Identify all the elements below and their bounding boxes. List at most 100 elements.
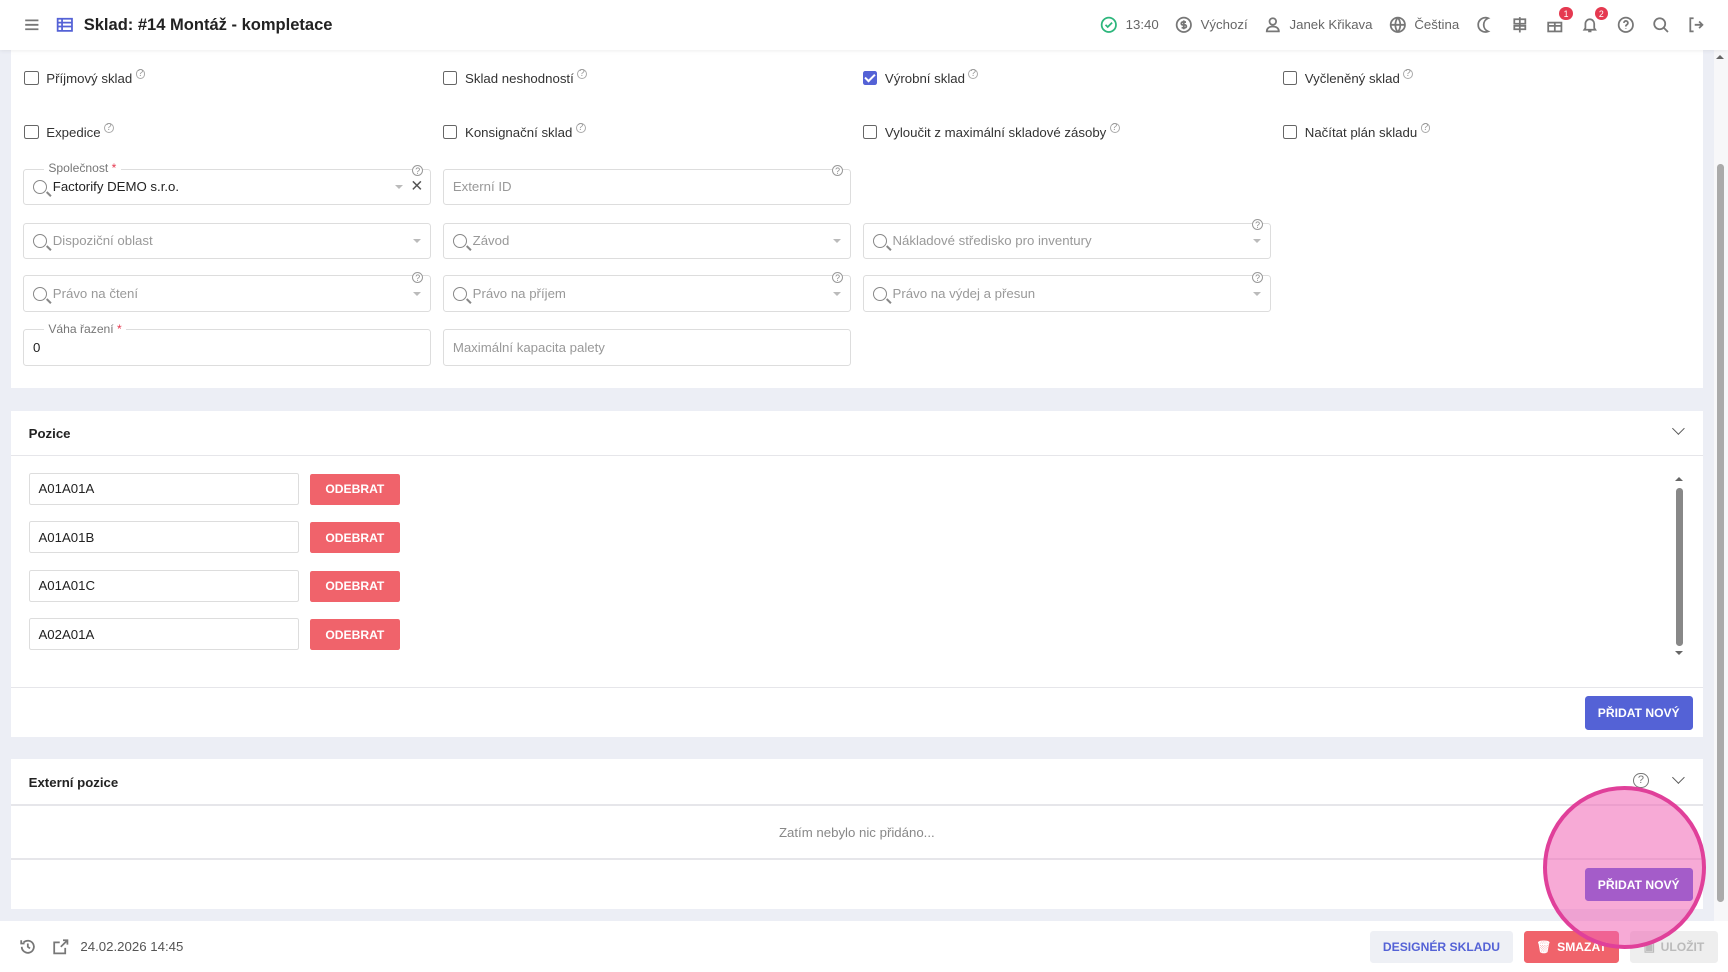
checkbox-flag[interactable]: Konsignační sklad? — [443, 122, 586, 140]
search-icon — [452, 233, 468, 248]
checkbox-flag[interactable]: Výrobní sklad? — [862, 68, 979, 86]
checkbox[interactable] — [862, 124, 878, 140]
checkbox[interactable] — [862, 70, 878, 86]
checkbox[interactable] — [1282, 70, 1298, 86]
top-bar: Sklad: #14 Montáž - kompletace 13:40 Výc… — [0, 0, 1728, 50]
moon-icon[interactable] — [1475, 15, 1495, 35]
search-icon — [452, 286, 468, 301]
add-external-position-button[interactable]: PŘIDAT NOVÝ — [1584, 868, 1693, 902]
read-right-select[interactable]: Právo na čtení? — [23, 272, 431, 312]
disposition-area-select[interactable]: Dispoziční oblast — [23, 222, 431, 259]
position-input[interactable]: A02A01A — [28, 618, 299, 651]
plant-select[interactable]: Závod — [443, 222, 851, 259]
help-icon: ? — [968, 68, 979, 79]
user-icon — [1263, 15, 1283, 35]
signpost-icon[interactable] — [1510, 15, 1530, 35]
language-selector[interactable]: Čeština — [1388, 15, 1459, 35]
menu-icon[interactable] — [22, 15, 42, 35]
save-button[interactable]: ▣ ULOŽIT — [1629, 931, 1719, 964]
help-icon: ? — [1252, 272, 1264, 284]
company-select[interactable]: Společnost * Factorify DEMO s.r.o. ✕? — [23, 160, 431, 205]
checkbox-flag[interactable]: Načítat plán skladu? — [1282, 122, 1431, 140]
positions-section: Pozice A01A01A ODEBRAT A01A01B ODEBRAT A01A0… — [11, 411, 1703, 738]
sort-weight-input[interactable]: Váha řazení * 0 — [23, 321, 431, 366]
clear-icon[interactable]: ✕ — [410, 178, 424, 196]
help-icon: ? — [103, 122, 114, 133]
sync-status: 13:40 — [1099, 15, 1159, 35]
table-icon — [55, 15, 75, 35]
footer-bar: 24.02.2026 14:45 DESIGNÉR SKLADU 🗑 SMAZAT… — [0, 921, 1728, 972]
help-icon: ? — [577, 68, 587, 79]
help-icon: ? — [135, 68, 146, 79]
remove-position-button[interactable]: ODEBRAT — [309, 473, 401, 505]
position-input[interactable]: A01A01C — [28, 569, 299, 602]
help-icon[interactable] — [1616, 15, 1636, 35]
warehouse-form: Příjmový sklad? Sklad neshodností? Výrobní… — [11, 49, 1703, 388]
add-position-button[interactable]: PŘIDAT NOVÝ — [1584, 696, 1693, 730]
position-input[interactable]: A01A01B — [28, 521, 299, 554]
open-external-icon[interactable] — [51, 937, 71, 957]
chevron-down-icon — [832, 239, 841, 247]
search-icon — [32, 286, 48, 301]
page-scrollbar[interactable] — [1713, 49, 1728, 922]
scrollbar[interactable] — [1675, 477, 1684, 664]
checkbox[interactable] — [443, 124, 458, 140]
gift-badge: 1 — [1559, 7, 1573, 21]
gift-icon[interactable]: 1 — [1545, 7, 1573, 35]
search-icon — [872, 233, 888, 248]
cost-center-select[interactable]: Nákladové středisko pro inventury? — [862, 219, 1271, 259]
checkbox-flag[interactable]: Vyčleněný sklad? — [1282, 68, 1414, 86]
help-icon: ? — [832, 165, 844, 177]
search-icon — [32, 179, 48, 194]
page-title: Sklad: #14 Montáž - kompletace — [83, 14, 333, 34]
checkbox-flag[interactable]: Sklad neshodností? — [443, 68, 587, 86]
help-icon: ? — [575, 122, 586, 133]
save-icon: ▣ — [1643, 940, 1656, 955]
checkbox[interactable] — [24, 70, 39, 86]
pallet-capacity-input[interactable]: Maximální kapacita palety — [443, 329, 851, 366]
checkbox-flag[interactable]: Expedice? — [24, 122, 114, 140]
currency-selector[interactable]: Výchozí — [1174, 15, 1248, 35]
delete-button[interactable]: 🗑 SMAZAT — [1524, 931, 1619, 964]
search-icon — [32, 233, 48, 248]
logout-icon[interactable] — [1686, 15, 1706, 35]
remove-position-button[interactable]: ODEBRAT — [309, 619, 401, 651]
search-icon[interactable] — [1651, 15, 1671, 35]
check-circle-icon — [1099, 15, 1119, 35]
section-title: Pozice — [28, 426, 71, 442]
trash-icon: 🗑 — [1536, 940, 1552, 955]
chevron-down-icon — [413, 239, 422, 247]
help-icon[interactable]: ? — [1633, 772, 1649, 788]
chevron-down-icon — [1252, 239, 1261, 247]
checkbox-flag[interactable]: Příjmový sklad? — [24, 68, 146, 86]
remove-position-button[interactable]: ODEBRAT — [309, 522, 401, 554]
checkbox[interactable] — [24, 124, 39, 140]
checkbox[interactable] — [1282, 124, 1298, 140]
chevron-down-icon — [395, 185, 404, 193]
checkbox-flag[interactable]: Vyloučit z maximální skladové zásoby? — [862, 122, 1120, 140]
bell-icon[interactable]: 2 — [1580, 7, 1608, 35]
warehouse-designer-button[interactable]: DESIGNÉR SKLADU — [1369, 931, 1514, 964]
user-menu[interactable]: Janek Křikava — [1263, 15, 1373, 35]
external-positions-section: Externí pozice ? Zatím nebylo nic přidán… — [11, 759, 1703, 910]
chevron-down-icon — [413, 291, 422, 300]
help-icon: ? — [832, 272, 844, 284]
help-icon: ? — [1420, 122, 1431, 133]
section-title: Externí pozice — [28, 774, 119, 790]
issue-right-select[interactable]: Právo na výdej a přesun? — [862, 272, 1271, 312]
notification-badge: 2 — [1594, 7, 1608, 21]
chevron-down-icon — [832, 291, 841, 300]
help-icon: ? — [412, 165, 424, 177]
help-icon: ? — [1403, 68, 1414, 79]
chevron-down-icon[interactable] — [1672, 422, 1685, 435]
external-id-input[interactable]: Externí ID? — [443, 165, 851, 205]
checkbox[interactable] — [443, 70, 458, 86]
receive-right-select[interactable]: Právo na příjem? — [443, 272, 851, 312]
history-icon[interactable] — [18, 937, 38, 957]
remove-position-button[interactable]: ODEBRAT — [309, 570, 401, 602]
chevron-down-icon[interactable] — [1672, 770, 1685, 784]
help-icon: ? — [1252, 219, 1264, 231]
last-modified-date: 24.02.2026 14:45 — [80, 939, 184, 955]
position-input[interactable]: A01A01A — [28, 472, 299, 505]
chevron-down-icon — [1252, 291, 1261, 300]
